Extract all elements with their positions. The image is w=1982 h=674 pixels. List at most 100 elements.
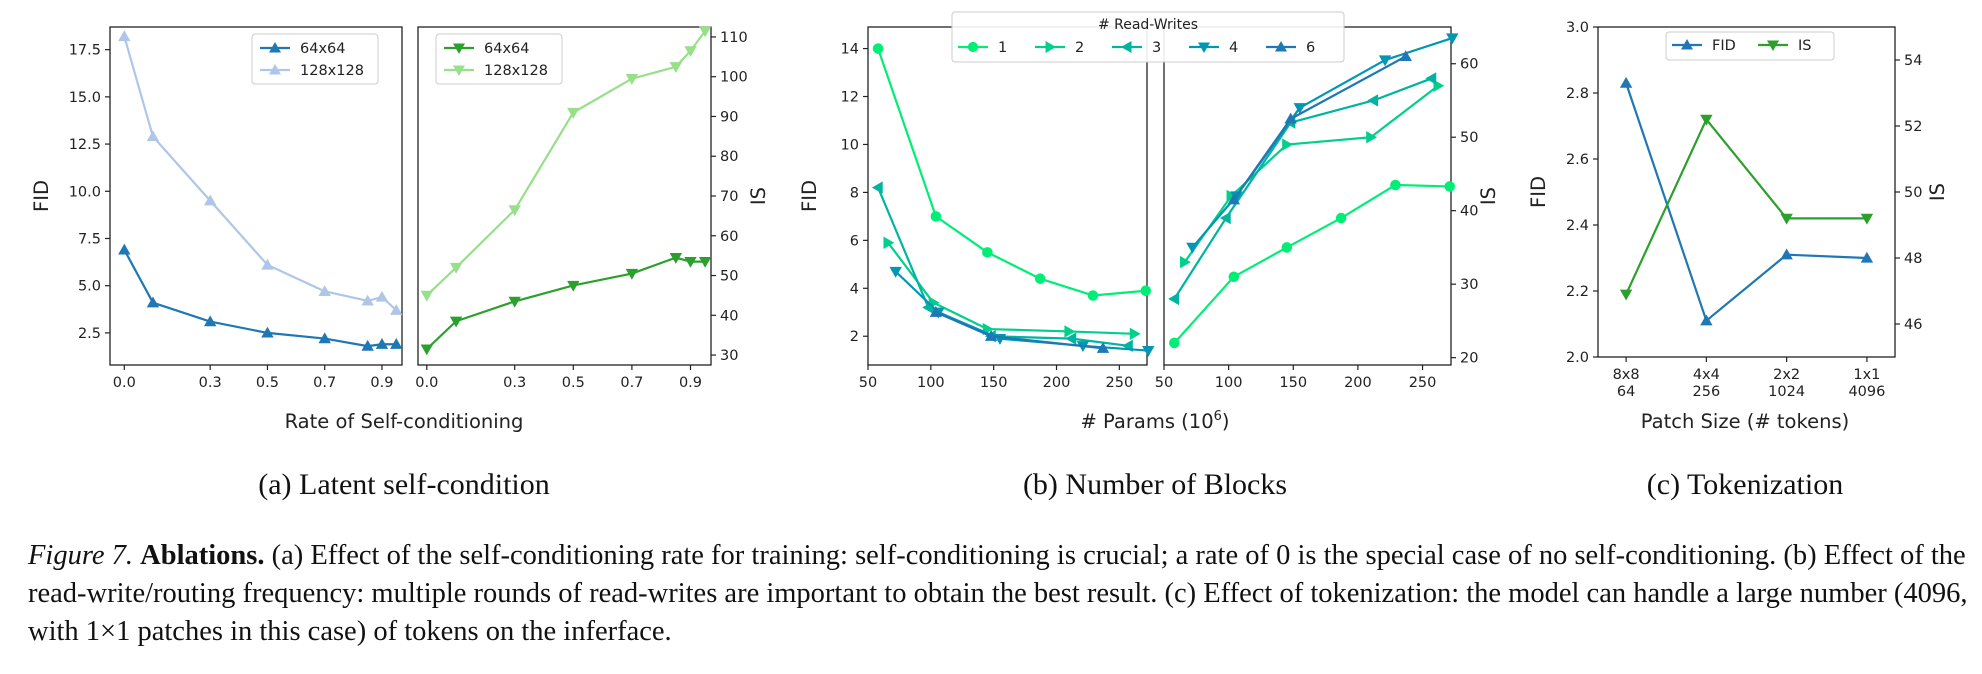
legend-marker <box>1275 41 1287 52</box>
data-point <box>318 285 331 297</box>
data-point <box>1860 213 1874 225</box>
data-point <box>1186 242 1199 254</box>
data-point <box>375 290 389 302</box>
x-tick-label: 0.3 <box>503 375 526 391</box>
data-point <box>1780 248 1793 260</box>
x-tick-label: 1024 <box>1768 384 1805 400</box>
data-point <box>1425 72 1437 85</box>
legend-label: 64x64 <box>300 41 345 57</box>
y-tick-label: 54 <box>1904 53 1922 69</box>
y-axis-label: FID <box>30 180 53 212</box>
y-tick-label: 10 <box>841 137 859 153</box>
data-point <box>883 236 895 249</box>
x-tick-label: 150 <box>980 375 1008 391</box>
data-point <box>1227 193 1241 205</box>
data-point <box>1700 114 1713 126</box>
y-tick-label: 2.4 <box>1566 218 1589 234</box>
y-tick-label: 12 <box>841 90 859 106</box>
data-point <box>984 330 998 341</box>
data-point <box>1366 131 1378 144</box>
data-point <box>1619 76 1633 88</box>
data-point <box>1142 345 1155 357</box>
legend-label: 2 <box>1075 40 1084 56</box>
series-line-6 <box>1232 55 1407 201</box>
data-point <box>508 205 521 217</box>
legend-marker <box>1198 42 1210 53</box>
data-point <box>871 181 883 194</box>
legend-read-writes: # Read-Writes 1 2 3 4 6 <box>951 11 1345 63</box>
data-point <box>420 290 433 302</box>
data-point <box>1390 179 1401 191</box>
data-point <box>261 326 274 338</box>
legend-label: 64x64 <box>484 41 529 57</box>
y-tick-label: 30 <box>720 348 738 364</box>
x-tick-label: 0.5 <box>256 375 279 391</box>
y-tick-label: 60 <box>720 229 738 245</box>
data-point <box>930 211 942 222</box>
y-tick-label: 50 <box>1904 185 1922 201</box>
legend-marker <box>269 64 281 75</box>
y-tick-label: 2.5 <box>78 326 101 342</box>
data-point <box>1140 285 1152 296</box>
x-tick-label: 250 <box>1106 375 1134 391</box>
data-point <box>1444 181 1455 192</box>
data-point <box>982 247 993 258</box>
figure-caption-text: (a) Effect of the self-conditioning rate… <box>28 540 1968 647</box>
data-point <box>889 266 902 278</box>
x-tick-label: 100 <box>917 375 945 391</box>
y-tick-label: 3.0 <box>1566 20 1589 36</box>
legend-c: FID IS <box>1665 31 1835 61</box>
data-point <box>1065 332 1077 345</box>
legend-label: 3 <box>1152 40 1161 56</box>
y-axis-label: IS <box>747 187 770 205</box>
data-point <box>1087 290 1099 301</box>
figure-number: Figure 7. <box>28 540 134 571</box>
data-point <box>698 26 712 38</box>
data-point <box>669 62 683 73</box>
data-point <box>1169 337 1180 349</box>
data-point <box>449 262 463 274</box>
series-line-2 <box>887 242 1135 335</box>
y-axis-label: FID <box>1527 176 1550 208</box>
data-point <box>1293 103 1306 115</box>
data-point <box>1034 273 1046 284</box>
x-tick-label: 4x4 <box>1693 367 1720 383</box>
legend-box <box>1665 31 1835 61</box>
y-tick-label: 110 <box>720 30 748 46</box>
x-tick-label: 200 <box>1043 375 1071 391</box>
y-axis-label: IS <box>1477 187 1500 205</box>
subcaption-c: (c) Tokenization <box>1647 468 1843 501</box>
y2-axis-label: IS <box>1926 183 1949 201</box>
subcaption-b: (b) Number of Blocks <box>1023 468 1287 501</box>
y-tick-label: 2.0 <box>1566 350 1589 366</box>
plot-frame <box>867 26 1148 366</box>
legend-marker <box>1121 41 1132 53</box>
legend-label: IS <box>1798 38 1811 54</box>
y-tick-label: 80 <box>720 149 738 165</box>
series-line-1 <box>1173 183 1450 344</box>
data-point <box>684 46 697 58</box>
y-tick-label: 14 <box>841 42 859 58</box>
x-tick-label: 0.0 <box>415 375 438 391</box>
data-point <box>1378 55 1392 67</box>
data-point <box>118 243 131 255</box>
y-tick-label: 4 <box>850 281 859 297</box>
figure-canvas: 0.0 0.3 0.5 0.7 0.92.55.07.510.012.515.017.5… <box>30 11 1949 501</box>
y-tick-label: 50 <box>720 269 738 285</box>
plot-frame <box>1163 26 1452 366</box>
series-line-64x64 <box>426 256 706 350</box>
x-tick-label: 256 <box>1693 384 1721 400</box>
y-tick-label: 30 <box>1460 277 1478 293</box>
data-point <box>1096 342 1110 353</box>
x-tick-label: 1x1 <box>1853 367 1880 383</box>
series-line-1 <box>877 48 1146 297</box>
data-point <box>261 258 274 270</box>
data-point <box>1282 138 1294 151</box>
data-point <box>203 194 217 206</box>
x-tick-label: 0.5 <box>562 375 585 391</box>
y-tick-label: 52 <box>1904 119 1922 135</box>
x-tick-label: 50 <box>859 375 877 391</box>
y-tick-label: 5.0 <box>78 279 101 295</box>
y-tick-label: 2.6 <box>1566 152 1589 168</box>
